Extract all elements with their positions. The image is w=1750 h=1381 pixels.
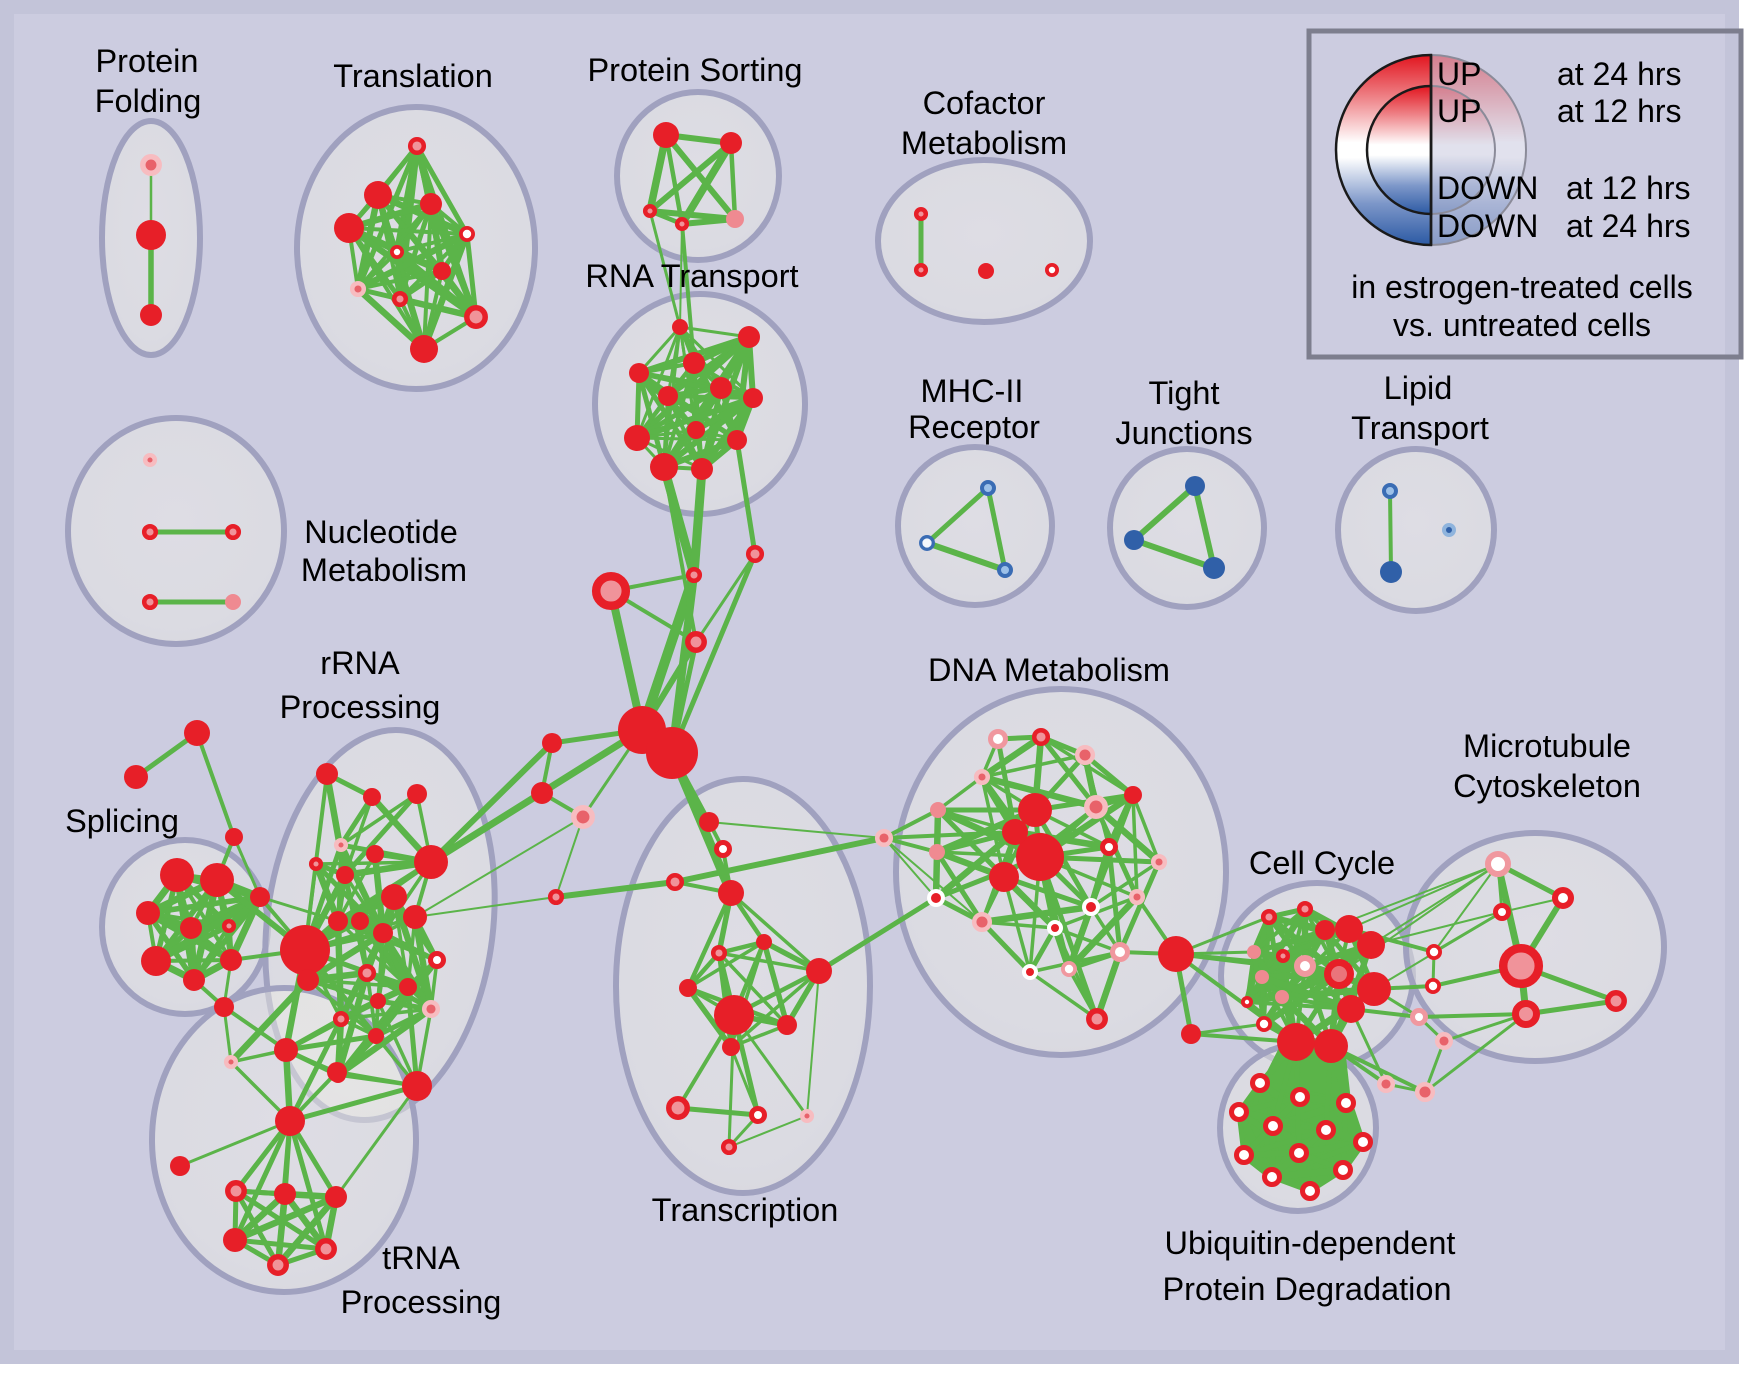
svg-text:Cytoskeleton: Cytoskeleton <box>1453 768 1641 804</box>
svg-text:DOWN: DOWN <box>1437 170 1538 206</box>
svg-text:DOWN: DOWN <box>1437 208 1538 244</box>
svg-text:at 24 hrs: at 24 hrs <box>1557 56 1682 92</box>
svg-text:Nucleotide: Nucleotide <box>304 514 458 550</box>
svg-text:Protein: Protein <box>96 43 199 79</box>
svg-text:Receptor: Receptor <box>908 409 1040 445</box>
svg-text:Splicing: Splicing <box>65 803 179 839</box>
svg-text:Cell Cycle: Cell Cycle <box>1249 845 1395 881</box>
svg-text:Metabolism: Metabolism <box>301 552 467 588</box>
svg-text:MHC-II: MHC-II <box>921 373 1024 409</box>
svg-text:in estrogen-treated cells: in estrogen-treated cells <box>1351 269 1693 305</box>
svg-text:UP: UP <box>1437 56 1481 92</box>
svg-text:Cofactor: Cofactor <box>923 85 1046 121</box>
svg-text:Ubiquitin-dependent: Ubiquitin-dependent <box>1165 1225 1456 1261</box>
svg-text:Protein Degradation: Protein Degradation <box>1162 1271 1451 1307</box>
svg-text:at 24 hrs: at 24 hrs <box>1566 208 1691 244</box>
svg-text:Junctions: Junctions <box>1115 415 1252 451</box>
svg-text:vs. untreated cells: vs. untreated cells <box>1393 307 1651 343</box>
svg-text:Protein Sorting: Protein Sorting <box>588 52 803 88</box>
svg-text:Transcription: Transcription <box>652 1192 839 1228</box>
svg-text:DNA Metabolism: DNA Metabolism <box>928 652 1170 688</box>
svg-text:Lipid: Lipid <box>1384 370 1453 406</box>
svg-text:rRNA: rRNA <box>320 645 400 681</box>
svg-text:Metabolism: Metabolism <box>901 125 1067 161</box>
svg-text:at 12 hrs: at 12 hrs <box>1557 93 1682 129</box>
svg-text:Transport: Transport <box>1351 410 1489 446</box>
svg-text:UP: UP <box>1437 93 1481 129</box>
svg-text:tRNA: tRNA <box>382 1240 460 1276</box>
svg-text:Processing: Processing <box>341 1284 502 1320</box>
svg-text:Processing: Processing <box>280 689 441 725</box>
svg-text:Microtubule: Microtubule <box>1463 728 1631 764</box>
svg-text:RNA Transport: RNA Transport <box>585 258 798 294</box>
svg-text:Translation: Translation <box>333 58 493 94</box>
svg-text:Folding: Folding <box>95 83 202 119</box>
svg-text:at 12 hrs: at 12 hrs <box>1566 170 1691 206</box>
svg-text:Tight: Tight <box>1148 375 1219 411</box>
